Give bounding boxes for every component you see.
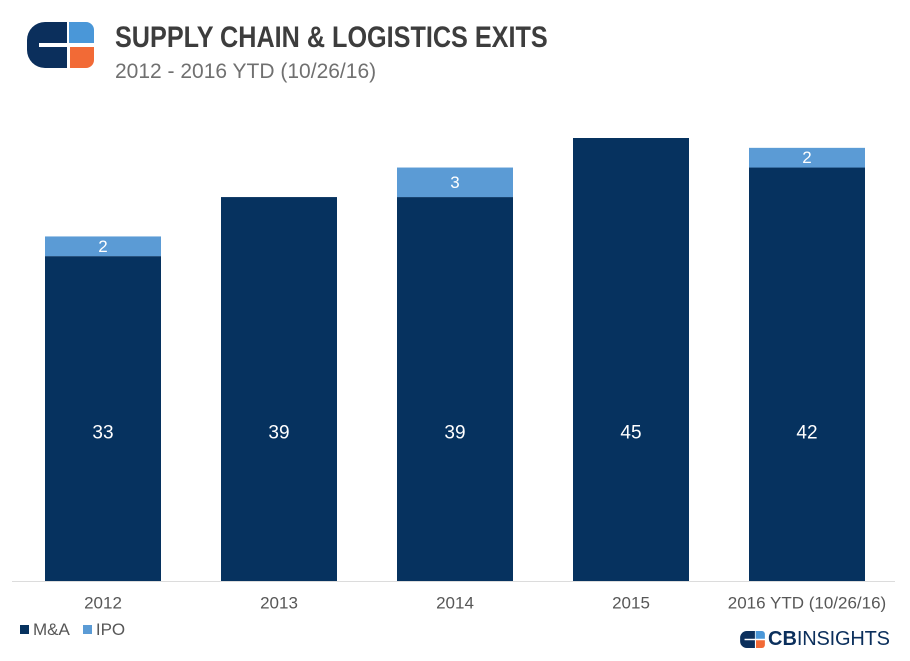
legend: M&A IPO	[20, 621, 138, 638]
bar-ma-2012	[45, 256, 161, 581]
legend-item-ma: M&A	[20, 621, 70, 638]
wordmark-insights: INSIGHTS	[796, 628, 890, 650]
data-label-ipo-2016: 2	[802, 148, 811, 167]
data-label-ma-2014: 39	[444, 423, 465, 444]
data-label-ma-2015: 45	[620, 423, 641, 444]
chart-subtitle: 2012 - 2016 YTD (10/26/16)	[115, 60, 377, 83]
small-logo-orange-square	[756, 639, 765, 648]
bars-group	[45, 138, 865, 582]
bar-ma-2016	[749, 167, 865, 582]
data-label-ma-2013: 39	[268, 423, 289, 444]
legend-swatch-ipo	[82, 625, 92, 634]
chart-title: SUPPLY CHAIN & LOGISTICS EXITS	[115, 21, 548, 54]
small-logo-blue-square	[755, 630, 765, 639]
legend-label-ipo: IPO	[95, 620, 126, 639]
data-label-ipo-2012: 2	[98, 237, 107, 256]
cb-insights-logo-icon	[27, 22, 94, 68]
x-tick-label-2014: 2014	[436, 594, 474, 613]
data-label-ma-2016: 42	[796, 423, 817, 444]
bar-ma-2013	[221, 197, 337, 582]
x-tick-label-2013: 2013	[260, 594, 298, 613]
logo-orange-square	[70, 47, 94, 68]
legend-item-ipo: IPO	[82, 620, 126, 639]
bar-ma-2014	[397, 197, 513, 582]
bar-ma-2015	[573, 138, 689, 581]
x-tick-label-2015: 2015	[612, 594, 650, 613]
wordmark-cb: CB	[768, 628, 797, 650]
data-label-ma-2012: 33	[92, 423, 113, 444]
legend-swatch-ma	[20, 625, 29, 634]
bar-ipo-2012	[45, 236, 161, 257]
logo-white-bar	[39, 43, 94, 47]
legend-label-ma: M&A	[33, 620, 70, 639]
bar-ipo-2016	[749, 147, 865, 168]
logo-blue-square	[69, 22, 94, 43]
x-tick-label-2012: 2012	[84, 594, 122, 613]
data-labels-group: 33 2 39 39 3 45 42 2	[92, 148, 817, 443]
cb-insights-small-logo-icon	[740, 630, 765, 648]
data-label-ipo-2014: 3	[450, 173, 459, 192]
bar-ipo-2014	[397, 167, 513, 198]
small-logo-white-bar	[744, 638, 765, 640]
cb-insights-wordmark: CB INSIGHTS	[740, 629, 890, 649]
x-tick-labels-group: 2012 2013 2014 2015 2016 YTD (10/26/16)	[84, 594, 886, 613]
x-tick-label-2016: 2016 YTD (10/26/16)	[728, 594, 886, 613]
